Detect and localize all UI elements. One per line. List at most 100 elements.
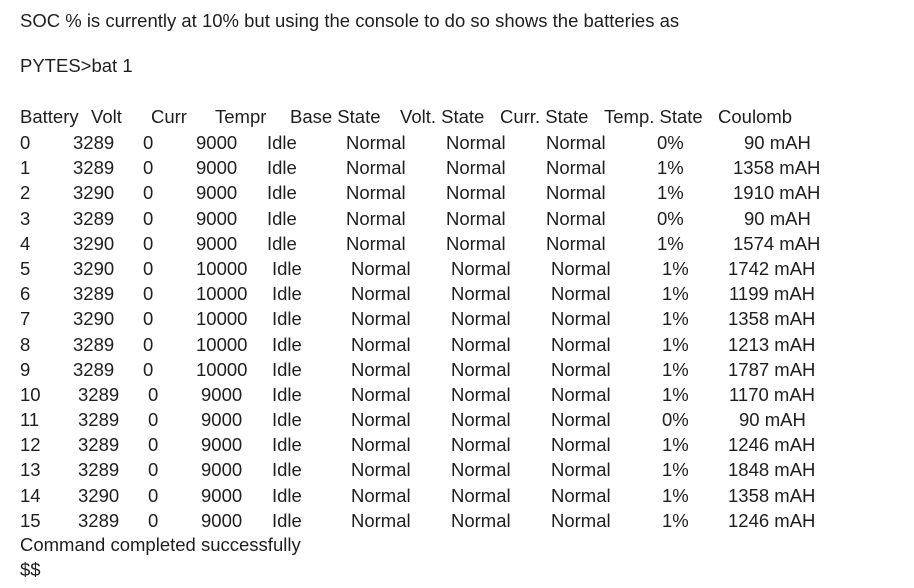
cell-volt-state: Normal bbox=[351, 383, 411, 405]
cell-tempr: 10000 bbox=[196, 308, 248, 330]
cell-temp-state: Normal bbox=[546, 182, 606, 204]
cell-curr: 0 bbox=[148, 509, 159, 531]
cell-volt: 3289 bbox=[78, 509, 120, 531]
cell-temp-state: Normal bbox=[546, 232, 606, 254]
cell-temp-state: Normal bbox=[546, 207, 606, 229]
cell-base-state: Idle bbox=[272, 283, 302, 305]
cell-battery-id: 7 bbox=[20, 308, 31, 330]
table-row: 5 3290 0 10000 Idle Normal Normal Normal 1% 1742 … bbox=[0, 256, 914, 281]
cell-temp-state: 1% bbox=[662, 434, 689, 456]
table-row: 0 3289 0 9000 Idle Normal Normal Normal 0% 90 mAH bbox=[0, 130, 914, 155]
cell-curr: 0 bbox=[143, 157, 154, 179]
cell-coulomb: 90 mAH bbox=[744, 132, 811, 153]
cell-coulomb: 1246 mAH bbox=[728, 509, 816, 531]
cell-volt-state: Normal bbox=[351, 434, 411, 456]
cell-base-state: Idle bbox=[272, 358, 302, 380]
cell-tempr: 10000 bbox=[196, 257, 248, 279]
cell-coulomb: 1848 mAH bbox=[728, 459, 816, 481]
cell-battery-id: 12 bbox=[20, 434, 41, 456]
cell-volt-state: Normal bbox=[351, 257, 411, 279]
cell-volt-state: Normal bbox=[351, 484, 411, 506]
table-row: 15 3289 0 9000 Idle Normal Normal Normal 1% 1246 … bbox=[0, 508, 914, 533]
cell-coulomb: 1787 mAH bbox=[728, 358, 816, 380]
header-volt: Volt bbox=[91, 106, 122, 127]
cell-coulomb: 1170 mAH bbox=[729, 383, 816, 405]
table-row: 12 3289 0 9000 Idle Normal Normal Normal 1% 1246 … bbox=[0, 432, 914, 457]
cell-volt: 3290 bbox=[73, 308, 115, 330]
cell-base-state: Idle bbox=[272, 333, 302, 355]
cell-curr-state: Normal bbox=[451, 434, 511, 456]
cell-tempr: 9000 bbox=[201, 383, 243, 405]
cell-coulomb: 1358 mAH bbox=[728, 308, 816, 330]
cell-temp-state: Normal bbox=[551, 484, 611, 506]
cell-temp-state: 1% bbox=[657, 232, 684, 254]
cell-tempr: 9000 bbox=[201, 434, 243, 456]
cell-volt: 3289 bbox=[73, 333, 115, 355]
intro-text: SOC % is currently at 10% but using the … bbox=[20, 10, 680, 31]
cell-volt-state: Normal bbox=[346, 232, 406, 254]
cell-temp-state: Normal bbox=[546, 157, 606, 179]
cell-curr: 0 bbox=[143, 333, 154, 355]
cell-base-state: Idle bbox=[272, 459, 302, 481]
cell-battery-id: 1 bbox=[20, 157, 31, 179]
cell-curr-state: Normal bbox=[451, 308, 511, 330]
cell-temp-state: 1% bbox=[662, 484, 689, 506]
cell-temp-state: 1% bbox=[657, 182, 684, 204]
cell-temp-state: Normal bbox=[551, 409, 611, 431]
table-row: 7 3290 0 10000 Idle Normal Normal Normal 1% 1358 … bbox=[0, 306, 914, 331]
cell-coulomb: 1910 mAH bbox=[733, 182, 821, 204]
cell-tempr: 9000 bbox=[201, 509, 243, 531]
cell-curr-state: Normal bbox=[446, 157, 506, 179]
cell-volt: 3290 bbox=[73, 182, 115, 204]
cell-temp-state: Normal bbox=[551, 308, 611, 330]
cell-coulomb: 1742 mAH bbox=[728, 257, 816, 279]
cell-curr-state: Normal bbox=[446, 232, 506, 254]
cell-coulomb: 1358 mAH bbox=[733, 157, 821, 179]
cell-volt-state: Normal bbox=[351, 409, 411, 431]
cell-curr: 0 bbox=[148, 484, 159, 506]
cell-base-state: Idle bbox=[272, 509, 302, 531]
header-curr: Curr bbox=[151, 106, 187, 127]
cell-curr: 0 bbox=[143, 257, 154, 279]
cell-base-state: Idle bbox=[272, 257, 302, 279]
cell-volt-state: Normal bbox=[351, 509, 411, 531]
table-row: 1 3289 0 9000 Idle Normal Normal Normal 1% 1358 m… bbox=[0, 155, 914, 180]
cell-tempr: 9000 bbox=[201, 409, 243, 431]
cell-temp-state: 1% bbox=[662, 509, 689, 531]
cell-battery-id: 6 bbox=[20, 283, 31, 305]
cell-temp-state: Normal bbox=[551, 434, 611, 456]
cell-tempr: 9000 bbox=[196, 207, 238, 229]
cell-curr-state: Normal bbox=[446, 132, 506, 153]
cell-tempr: 10000 bbox=[196, 333, 248, 355]
cell-coulomb: 1574 mAH bbox=[733, 232, 821, 254]
table-row: 8 3289 0 10000 Idle Normal Normal Normal 1% 1213 … bbox=[0, 332, 914, 357]
cell-curr: 0 bbox=[143, 182, 154, 204]
table-row: 9 3289 0 10000 Idle Normal Normal Normal 1% 1787 … bbox=[0, 357, 914, 382]
header-volt-state: Volt. State bbox=[400, 106, 485, 127]
cell-curr: 0 bbox=[148, 434, 159, 456]
cell-base-state: Idle bbox=[267, 207, 297, 229]
cell-base-state: Idle bbox=[272, 308, 302, 330]
cell-curr-state: Normal bbox=[451, 257, 511, 279]
cell-base-state: Idle bbox=[272, 409, 302, 431]
cell-coulomb: 1213 mAH bbox=[728, 333, 816, 355]
cell-curr: 0 bbox=[148, 459, 159, 481]
cell-temp-state: Normal bbox=[546, 132, 606, 153]
cell-volt-state: Normal bbox=[346, 207, 406, 229]
cell-base-state: Idle bbox=[272, 434, 302, 456]
header-tempr: Tempr bbox=[215, 106, 267, 127]
cell-base-state: Idle bbox=[272, 484, 302, 506]
cell-curr: 0 bbox=[143, 132, 154, 153]
cell-battery-id: 10 bbox=[20, 383, 41, 405]
cell-tempr: 10000 bbox=[196, 358, 248, 380]
header-curr-state: Curr. State bbox=[500, 106, 589, 127]
cell-volt: 3289 bbox=[73, 358, 115, 380]
battery-table: 0 3289 0 9000 Idle Normal Normal Normal 0% 90 mAH… bbox=[0, 130, 914, 533]
table-row: 10 3289 0 9000 Idle Normal Normal Normal 1% 1170 … bbox=[0, 382, 914, 407]
cell-temp-state: Normal bbox=[551, 509, 611, 531]
header-battery: Battery bbox=[20, 106, 79, 127]
cell-curr: 0 bbox=[148, 383, 159, 405]
cell-tempr: 9000 bbox=[201, 484, 243, 506]
table-row: 2 3290 0 9000 Idle Normal Normal Normal 1% 1910 m… bbox=[0, 180, 914, 205]
